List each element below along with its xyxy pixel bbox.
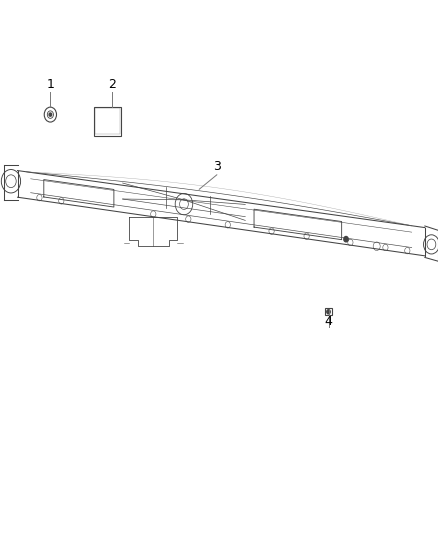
Circle shape bbox=[49, 113, 52, 116]
Text: 3: 3 bbox=[213, 160, 221, 173]
Text: 1: 1 bbox=[46, 78, 54, 91]
Circle shape bbox=[344, 237, 348, 242]
Text: 4: 4 bbox=[325, 315, 332, 328]
Circle shape bbox=[327, 310, 330, 314]
Bar bbox=[94, 107, 121, 136]
Bar bbox=[325, 308, 332, 316]
Text: 2: 2 bbox=[108, 78, 116, 91]
Bar bbox=[95, 108, 120, 134]
